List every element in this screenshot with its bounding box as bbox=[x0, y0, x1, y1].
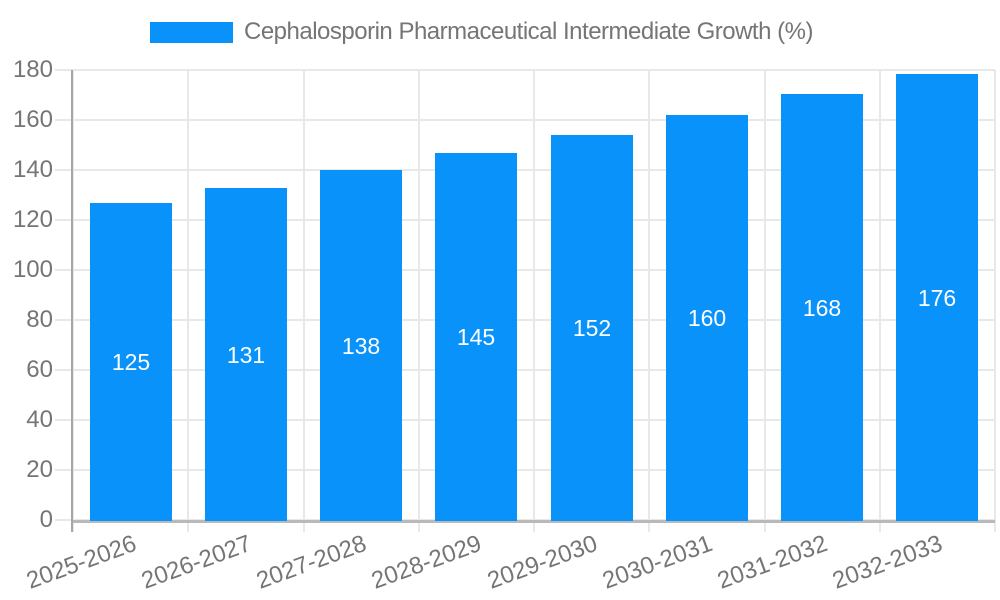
y-gridline bbox=[55, 69, 995, 71]
y-axis-tick-label: 80 bbox=[26, 306, 53, 333]
y-gridline bbox=[55, 469, 995, 471]
x-axis-category-label: 2026-2027 bbox=[138, 530, 256, 595]
x-axis-category-label: 2030-2031 bbox=[599, 530, 717, 595]
y-axis-line bbox=[71, 70, 73, 532]
x-axis-category-label: 2027-2028 bbox=[253, 530, 371, 595]
y-axis-tick-label: 100 bbox=[12, 256, 53, 283]
y-gridline bbox=[55, 419, 995, 421]
chart-bar[interactable] bbox=[90, 203, 172, 521]
x-gridline bbox=[763, 70, 766, 532]
x-gridline bbox=[417, 70, 420, 532]
y-axis-tick-label: 120 bbox=[12, 206, 53, 233]
bar-value-label: 152 bbox=[572, 315, 612, 341]
y-axis-tick-label: 40 bbox=[26, 406, 53, 433]
x-gridline bbox=[994, 70, 996, 532]
x-axis-category-label: 2025-2026 bbox=[23, 530, 141, 595]
x-gridline bbox=[533, 70, 535, 532]
x-axis-category-label: 2029-2030 bbox=[484, 530, 602, 595]
y-axis-tick-label: 160 bbox=[12, 106, 53, 133]
y-gridline bbox=[55, 219, 995, 221]
y-gridline bbox=[55, 119, 995, 121]
x-gridline bbox=[187, 70, 190, 532]
bar-value-label: 145 bbox=[456, 324, 496, 350]
y-axis-tick-label: 140 bbox=[12, 156, 53, 183]
x-axis-category-label: 2031-2032 bbox=[714, 530, 832, 595]
legend-label: Cephalosporin Pharmaceutical Intermediat… bbox=[244, 18, 813, 45]
chart-legend-item[interactable]: Cephalosporin Pharmaceutical Intermediat… bbox=[150, 16, 813, 48]
chart-bar[interactable] bbox=[435, 153, 517, 521]
bar-value-label: 176 bbox=[917, 285, 957, 311]
x-axis-category-label: 2028-2029 bbox=[368, 530, 486, 595]
x-gridline bbox=[648, 70, 651, 532]
y-gridline bbox=[55, 169, 995, 171]
chart-bar[interactable] bbox=[205, 188, 287, 521]
y-gridline bbox=[55, 319, 995, 321]
y-axis-tick-label: 20 bbox=[26, 456, 53, 483]
chart-bar[interactable] bbox=[896, 74, 978, 521]
x-gridline bbox=[72, 70, 74, 532]
x-axis-line bbox=[73, 520, 995, 523]
bar-value-label: 131 bbox=[226, 342, 266, 368]
chart-bar[interactable] bbox=[666, 115, 748, 521]
bar-value-label: 138 bbox=[341, 333, 381, 359]
chart-bar[interactable] bbox=[781, 94, 863, 521]
bar-value-label: 125 bbox=[111, 349, 151, 375]
x-gridline bbox=[878, 70, 881, 532]
chart-bar[interactable] bbox=[551, 135, 633, 521]
y-gridline bbox=[55, 269, 995, 271]
y-axis-tick-label: 60 bbox=[26, 356, 53, 383]
bar-value-label: 160 bbox=[687, 305, 727, 331]
bar-value-label: 168 bbox=[802, 295, 842, 321]
legend-swatch bbox=[150, 21, 233, 43]
y-gridline bbox=[55, 369, 995, 371]
x-axis-category-label: 2032-2033 bbox=[829, 530, 947, 595]
y-axis-tick-label: 0 bbox=[39, 506, 53, 533]
chart-bar[interactable] bbox=[320, 170, 402, 521]
x-gridline bbox=[302, 70, 305, 532]
y-axis-tick-label: 180 bbox=[12, 56, 53, 83]
